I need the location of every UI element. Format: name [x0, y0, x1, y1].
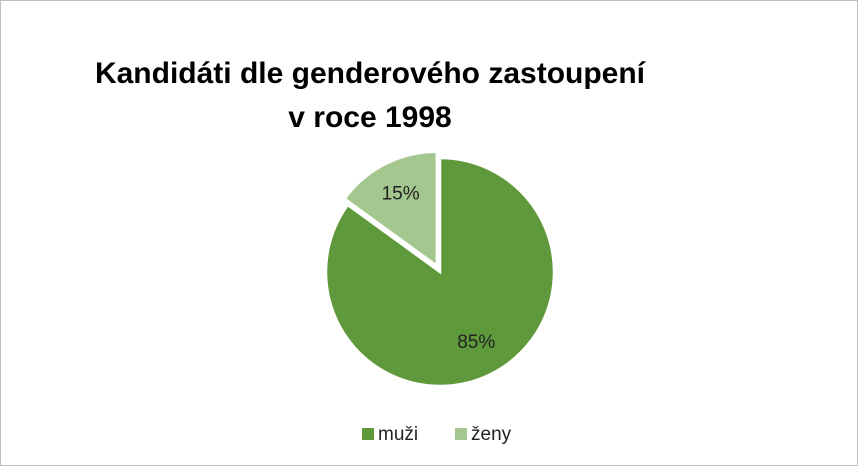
pie-slice	[342, 150, 439, 269]
pie-slice	[324, 156, 556, 388]
chart-title: Kandidáti dle genderového zastoupení v r…	[94, 57, 646, 134]
legend-label: ženy	[471, 424, 512, 445]
data-label: 85%	[457, 332, 495, 353]
legend-swatch	[455, 428, 467, 440]
data-label: 15%	[382, 184, 420, 205]
legend-swatch	[362, 428, 374, 440]
legend-label: muži	[378, 424, 418, 445]
